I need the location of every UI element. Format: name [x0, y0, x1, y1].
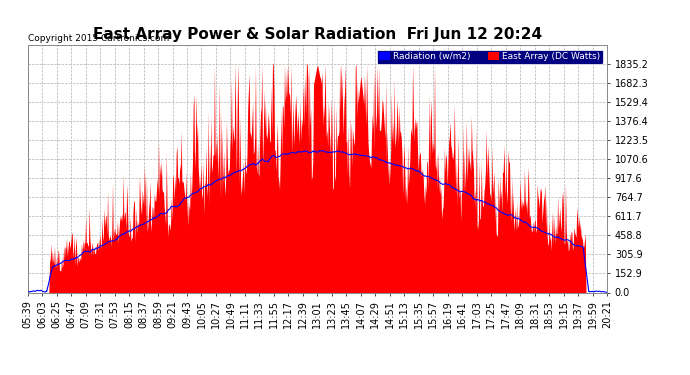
Legend: Radiation (w/m2), East Array (DC Watts): Radiation (w/m2), East Array (DC Watts)	[377, 50, 602, 64]
Text: Copyright 2015 Cartronics.com: Copyright 2015 Cartronics.com	[28, 33, 169, 42]
Title: East Array Power & Solar Radiation  Fri Jun 12 20:24: East Array Power & Solar Radiation Fri J…	[93, 27, 542, 42]
